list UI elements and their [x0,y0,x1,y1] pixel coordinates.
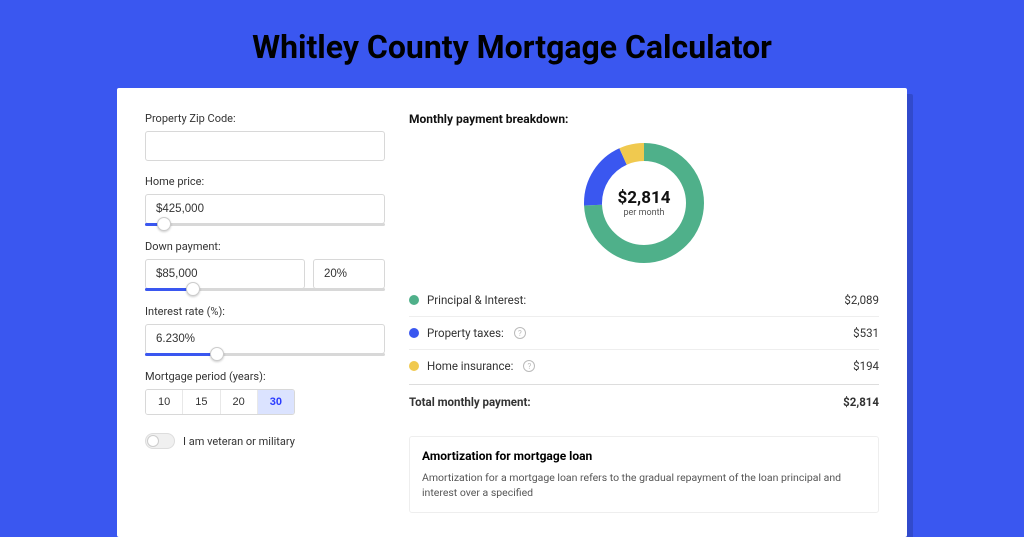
rate-slider-thumb[interactable] [210,347,224,361]
breakdown-value: $2,089 [844,293,879,307]
zip-input[interactable] [145,131,385,161]
page-title: Whitley County Mortgage Calculator [0,0,1024,88]
donut-wrap: $2,814 per month [409,138,879,268]
veteran-toggle[interactable] [145,433,175,449]
breakdown-label: Property taxes: [427,326,504,340]
total-row: Total monthly payment: $2,814 [409,384,879,418]
total-label: Total monthly payment: [409,395,531,409]
payment-donut: $2,814 per month [579,138,709,268]
rate-label: Interest rate (%): [145,305,385,318]
calculator-card: Property Zip Code: Home price: Down paym… [117,88,907,537]
breakdown-value: $194 [853,359,879,373]
price-input[interactable] [145,194,385,224]
total-value: $2,814 [843,395,879,409]
down-slider[interactable] [145,288,385,291]
period-field: Mortgage period (years): 10152030 [145,370,385,415]
breakdown-row: Home insurance:? $194 [409,349,879,382]
price-label: Home price: [145,175,385,188]
breakdown-value: $531 [853,326,879,340]
price-slider-thumb[interactable] [157,217,171,231]
zip-label: Property Zip Code: [145,112,385,125]
period-segmented: 10152030 [145,389,295,415]
rate-slider[interactable] [145,353,385,356]
info-icon[interactable]: ? [523,360,535,372]
period-label: Mortgage period (years): [145,370,385,383]
toggle-knob [147,435,159,447]
amort-text: Amortization for a mortgage loan refers … [422,471,866,500]
down-field: Down payment: [145,240,385,291]
down-label: Down payment: [145,240,385,253]
price-slider[interactable] [145,223,385,226]
veteran-label: I am veteran or military [183,435,295,448]
legend-dot [409,361,419,371]
amortization-box: Amortization for mortgage loan Amortizat… [409,436,879,513]
breakdown-row: Property taxes:? $531 [409,316,879,349]
donut-sub: per month [623,208,664,218]
period-option-30[interactable]: 30 [258,390,294,414]
breakdown-row: Principal & Interest: $2,089 [409,284,879,316]
down-slider-thumb[interactable] [186,282,200,296]
breakdown-title: Monthly payment breakdown: [409,112,879,126]
breakdown-list: Principal & Interest: $2,089 Property taxe… [409,284,879,382]
period-option-20[interactable]: 20 [221,390,258,414]
breakdown-label: Principal & Interest: [427,293,526,307]
zip-field: Property Zip Code: [145,112,385,161]
rate-input[interactable] [145,324,385,354]
veteran-row: I am veteran or military [145,433,385,449]
breakdown-column: Monthly payment breakdown: $2,814 per mo… [409,112,879,513]
breakdown-label: Home insurance: [427,359,513,373]
period-option-10[interactable]: 10 [146,390,183,414]
down-input[interactable] [145,259,305,289]
donut-value: $2,814 [618,188,671,208]
price-field: Home price: [145,175,385,226]
period-option-15[interactable]: 15 [183,390,220,414]
info-icon[interactable]: ? [514,327,526,339]
rate-field: Interest rate (%): [145,305,385,356]
inputs-column: Property Zip Code: Home price: Down paym… [145,112,385,513]
down-pct-input[interactable] [313,259,385,289]
amort-title: Amortization for mortgage loan [422,449,866,463]
legend-dot [409,295,419,305]
legend-dot [409,328,419,338]
